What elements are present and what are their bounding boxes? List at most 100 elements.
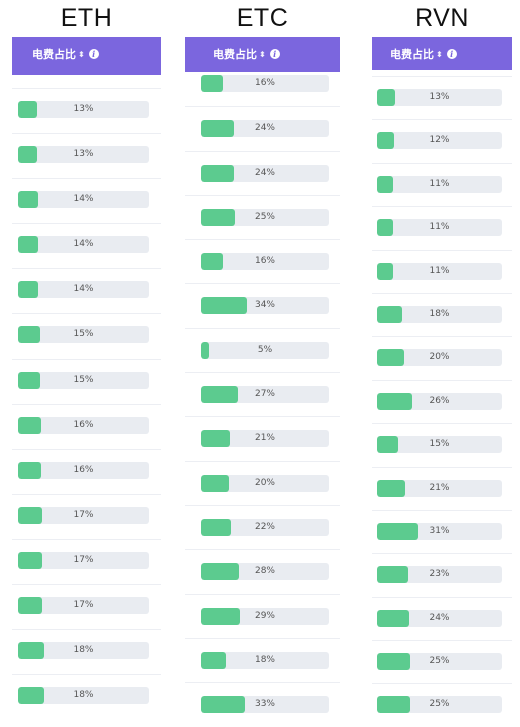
value-list: 16% 24% 24% 25% 16% 34% 5% 27% 21% 20% 22% 28% 29% 18…	[185, 62, 340, 726]
percent-label: 15%	[429, 439, 450, 450]
progress-fill	[201, 651, 227, 669]
progress-bar: 17%	[18, 597, 149, 615]
table-row: 16%	[185, 239, 340, 283]
percent-label: 28%	[254, 566, 275, 577]
percent-label: 23%	[429, 569, 450, 580]
progress-bar: 13%	[18, 101, 149, 118]
percent-label: 26%	[429, 395, 450, 406]
progress-bar: 20%	[377, 349, 502, 367]
column-header[interactable]: 电费占比 ⬍ i	[185, 37, 340, 72]
info-icon[interactable]: i	[88, 49, 99, 59]
table-row: 18%	[12, 674, 161, 719]
progress-fill	[18, 236, 39, 254]
percent-label: 34%	[254, 300, 275, 311]
table-row: 18%	[185, 637, 340, 682]
table-row: 15%	[12, 313, 161, 358]
percent-label: 13%	[73, 104, 94, 114]
progress-bar: 25%	[377, 653, 502, 671]
coin-title: ETH	[60, 4, 113, 32]
table-row: 34%	[185, 283, 340, 327]
progress-fill	[18, 326, 40, 344]
table-row: 14%	[12, 223, 161, 268]
percent-label: 11%	[429, 265, 450, 276]
table-row: 18%	[12, 629, 161, 674]
percent-label: 18%	[73, 690, 94, 701]
progress-fill	[377, 219, 393, 237]
progress-fill	[201, 120, 234, 138]
progress-fill	[377, 349, 404, 367]
percent-label: 25%	[429, 699, 450, 710]
table-row: 15%	[12, 358, 161, 404]
percent-label: 29%	[254, 610, 275, 621]
progress-bar: 16%	[18, 461, 149, 479]
percent-label: 18%	[73, 645, 94, 656]
progress-fill	[18, 146, 38, 164]
progress-fill	[18, 191, 39, 209]
percent-label: 18%	[429, 308, 450, 319]
progress-fill	[201, 607, 241, 625]
percent-label: 25%	[429, 656, 450, 667]
percent-label: 21%	[254, 433, 275, 444]
progress-fill	[18, 281, 39, 299]
header-label: 电费占比	[390, 48, 434, 61]
progress-bar: 14%	[18, 281, 149, 299]
header-label: 电费占比	[32, 48, 76, 61]
progress-fill	[201, 164, 234, 182]
progress-bar: 11%	[377, 262, 502, 280]
progress-bar: 23%	[377, 566, 502, 584]
progress-bar: 16%	[201, 253, 329, 271]
column-header[interactable]: 电费占比 ⬍ i	[372, 37, 512, 70]
progress-bar: 13%	[18, 146, 149, 164]
column-eth: ETH 电费占比 ⬍ i 13% 13% 14% 14% 14% 15% 15% 16% 16% 17% 1…	[12, 0, 161, 723]
progress-fill	[201, 297, 247, 315]
progress-fill	[201, 386, 238, 404]
progress-bar: 18%	[377, 305, 502, 323]
table-row: 13%	[12, 88, 161, 133]
progress-bar: 20%	[201, 474, 329, 492]
info-icon[interactable]: i	[269, 49, 280, 59]
progress-bar: 16%	[201, 75, 329, 92]
percent-label: 21%	[429, 482, 450, 493]
percent-label: 22%	[254, 521, 275, 532]
sort-icon[interactable]: ⬍	[436, 49, 443, 59]
table-row: 21%	[185, 416, 340, 460]
table-row: 16%	[12, 403, 161, 449]
progress-fill	[377, 566, 408, 584]
progress-fill	[377, 436, 398, 454]
header-label: 电费占比	[213, 48, 257, 61]
table-row: 12%	[372, 119, 512, 162]
progress-bar: 15%	[18, 326, 149, 344]
table-row: 11%	[372, 249, 512, 293]
progress-fill	[377, 305, 402, 323]
table-row: 14%	[12, 178, 161, 223]
column-header[interactable]: 电费占比 ⬍ i	[12, 37, 161, 75]
table-row: 11%	[372, 162, 512, 206]
progress-fill	[18, 371, 40, 389]
progress-bar: 15%	[18, 371, 149, 389]
sort-icon[interactable]: ⬍	[78, 49, 85, 59]
percent-label: 5%	[257, 344, 273, 355]
progress-bar: 21%	[377, 479, 502, 497]
progress-bar: 24%	[201, 120, 329, 138]
table-row: 18%	[372, 292, 512, 336]
table-row: 25%	[372, 640, 512, 683]
progress-fill	[18, 642, 44, 660]
percent-label: 11%	[429, 222, 450, 233]
progress-fill	[377, 262, 393, 280]
sort-icon[interactable]: ⬍	[259, 49, 266, 59]
percent-label: 14%	[73, 284, 94, 295]
percent-label: 18%	[254, 654, 275, 665]
progress-bar: 18%	[18, 687, 149, 705]
progress-bar: 17%	[18, 551, 149, 569]
progress-bar: 12%	[377, 132, 502, 150]
progress-bar: 14%	[18, 191, 149, 209]
progress-bar: 17%	[18, 506, 149, 524]
value-list: 13% 13% 14% 14% 14% 15% 15% 16% 16% 17% 17% 17% 18% 1…	[12, 88, 161, 719]
table-row: 14%	[12, 268, 161, 313]
table-row: 25%	[185, 194, 340, 239]
table-row: 24%	[185, 106, 340, 150]
progress-fill	[201, 474, 229, 492]
progress-bar: 27%	[201, 386, 329, 404]
progress-bar: 21%	[201, 430, 329, 448]
info-icon[interactable]: i	[446, 49, 457, 59]
